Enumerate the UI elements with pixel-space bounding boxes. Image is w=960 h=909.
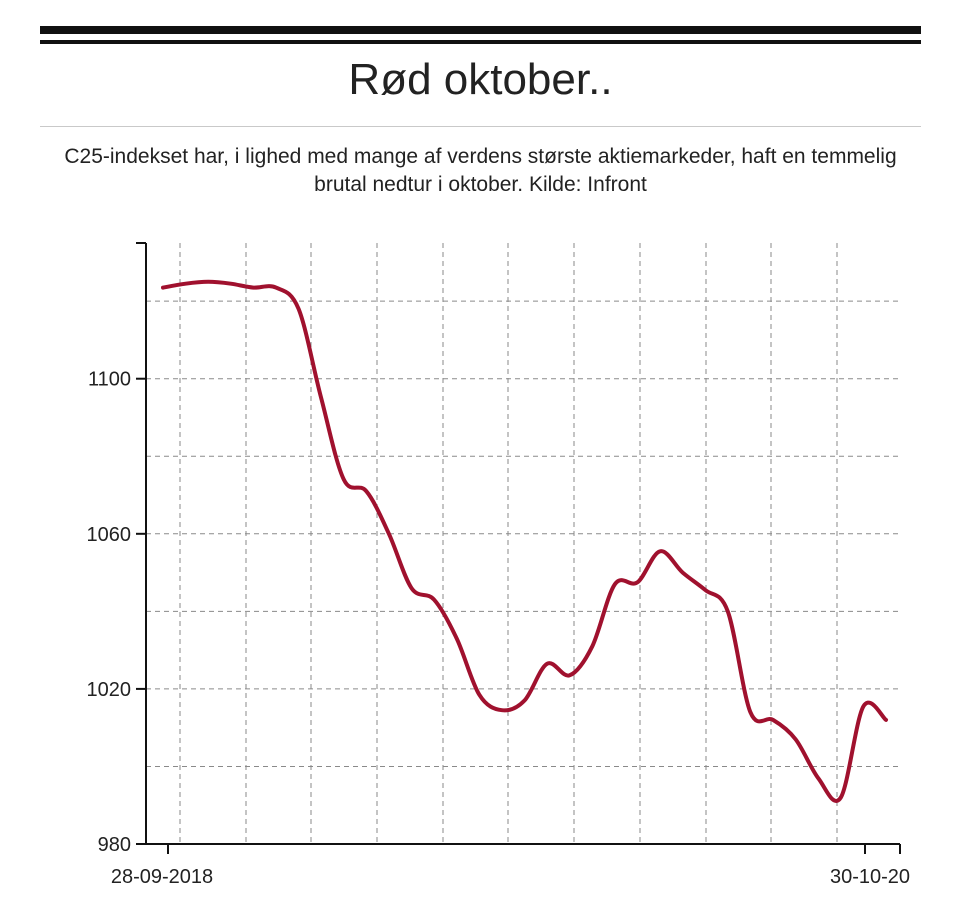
data-point — [748, 710, 752, 714]
x-tick-label-end: 30-10-20 — [830, 866, 910, 888]
data-point — [364, 489, 368, 493]
header-rule-thin — [40, 40, 921, 44]
data-point — [545, 662, 549, 666]
x-axis-ticks: 28-09-2018 30-10-20 — [111, 844, 910, 888]
y-tick-label: 1060 — [87, 524, 132, 546]
chart-subtitle: C25-indekset har, i lighed med mange af … — [64, 145, 897, 196]
data-point — [251, 286, 255, 290]
data-point — [794, 737, 798, 741]
data-point — [523, 699, 527, 703]
data-point — [613, 582, 617, 586]
data-point — [342, 478, 346, 482]
data-point — [884, 718, 888, 722]
data-point — [861, 704, 865, 708]
y-tick-label: 980 — [98, 834, 131, 856]
data-point — [229, 282, 233, 286]
series-line-c25 — [161, 279, 888, 803]
y-axis-ticks: 980 1020 1060 1100 — [87, 369, 146, 856]
chart-grid — [146, 243, 900, 844]
data-point — [410, 586, 414, 590]
x-tick-label-start: 28-09-2018 — [111, 866, 213, 888]
data-point — [274, 286, 278, 290]
data-point — [658, 549, 662, 553]
data-point — [477, 693, 481, 697]
data-point — [681, 571, 685, 575]
title-divider — [40, 126, 921, 127]
data-point — [206, 280, 210, 284]
chart-title: Rød oktober.. — [348, 55, 613, 104]
data-point — [816, 776, 820, 780]
data-point — [590, 644, 594, 648]
data-point — [455, 637, 459, 641]
data-point — [297, 307, 301, 311]
data-point — [500, 708, 504, 712]
data-point — [636, 580, 640, 584]
data-point — [771, 718, 775, 722]
data-point — [703, 588, 707, 592]
data-point — [839, 796, 843, 800]
data-point — [726, 609, 730, 613]
data-point — [432, 598, 436, 602]
data-point — [568, 673, 572, 677]
header-rule-thick — [40, 26, 921, 34]
y-tick-label: 1100 — [88, 369, 131, 391]
y-tick-label: 1020 — [87, 679, 132, 701]
data-point — [184, 282, 188, 286]
data-point — [161, 286, 165, 290]
chart-axes — [136, 242, 901, 854]
data-point — [387, 532, 391, 536]
data-point — [319, 396, 323, 400]
